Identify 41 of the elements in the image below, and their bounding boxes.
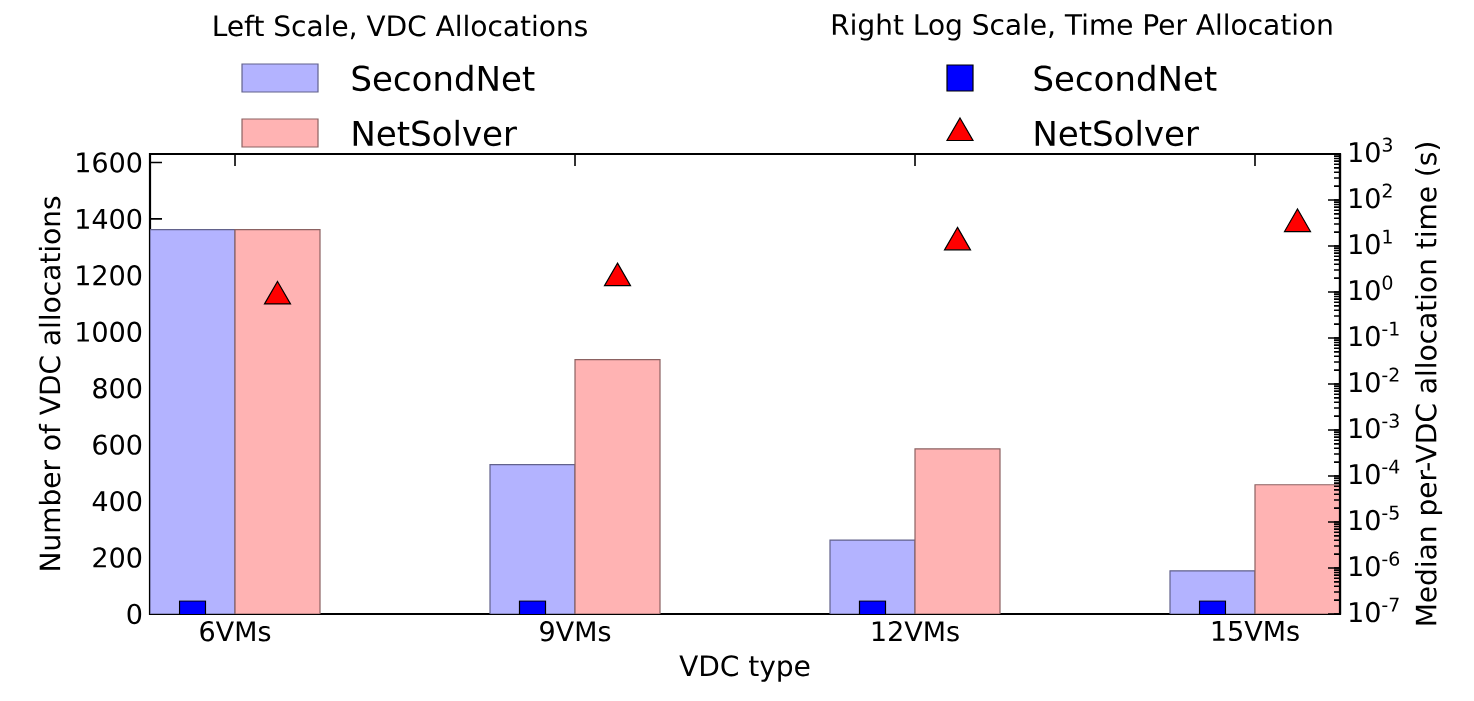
y-tick-label: 800 bbox=[93, 378, 142, 399]
legend-label: SecondNet bbox=[1034, 64, 1217, 92]
bar bbox=[914, 448, 1001, 614]
x-tick-label: 15VMs bbox=[1212, 621, 1299, 642]
legend-label: NetSolver bbox=[1035, 119, 1199, 147]
y-tick-label: 1400 bbox=[77, 208, 142, 230]
bar bbox=[1254, 484, 1340, 614]
y2-tick-label: 10$^{-2}$ bbox=[1350, 367, 1399, 393]
y2-tick-label: 10$^{2}$ bbox=[1350, 183, 1392, 209]
y2-tick-label: 10$^{-5}$ bbox=[1350, 505, 1399, 531]
bar bbox=[1169, 570, 1256, 614]
bar bbox=[234, 229, 321, 614]
y2-tick-label: 10$^{-6}$ bbox=[1350, 551, 1400, 577]
y-tick-label: 1200 bbox=[77, 265, 142, 286]
y2-tick-label: 10$^{1}$ bbox=[1350, 229, 1392, 255]
y-tick-label: 600 bbox=[93, 434, 142, 455]
x-tick-label: 9VMs bbox=[540, 621, 611, 642]
y2-tick-label: 10$^{-7}$ bbox=[1350, 597, 1399, 623]
text: Right Log Scale, Time Per Allocation bbox=[832, 13, 1332, 41]
bar bbox=[829, 539, 916, 614]
y-axis-title: Number of VDC allocations bbox=[38, 196, 61, 570]
y2-tick-label: 10$^{-4}$ bbox=[1350, 459, 1400, 485]
y-tick-label: 0 bbox=[127, 603, 142, 625]
legend-label: SecondNet bbox=[352, 64, 535, 92]
legend-label: NetSolver bbox=[353, 119, 517, 147]
y2-tick-label: 10$^{3}$ bbox=[1350, 137, 1392, 163]
y-tick-label: 1000 bbox=[77, 321, 142, 342]
text: Left Scale, VDC Allocations bbox=[214, 14, 587, 40]
y-tick-label: 400 bbox=[92, 490, 142, 512]
y2-tick-label: 10$^{0}$ bbox=[1350, 275, 1393, 301]
y2-axis-title: Median per-VDC allocation time (s) bbox=[1415, 143, 1443, 625]
x-axis-title: VDC type bbox=[679, 655, 810, 682]
y-tick-label: 1600 bbox=[77, 152, 142, 173]
y2-tick-label: 10$^{-1}$ bbox=[1350, 321, 1399, 347]
bar bbox=[150, 229, 236, 614]
bar bbox=[489, 464, 576, 614]
x-tick-label: 6VMs bbox=[200, 621, 271, 642]
x-tick-label: 12VMs bbox=[872, 621, 959, 642]
bar bbox=[574, 359, 661, 614]
y-tick-label: 200 bbox=[93, 547, 142, 568]
y2-tick-label: 10$^{-3}$ bbox=[1350, 413, 1399, 439]
